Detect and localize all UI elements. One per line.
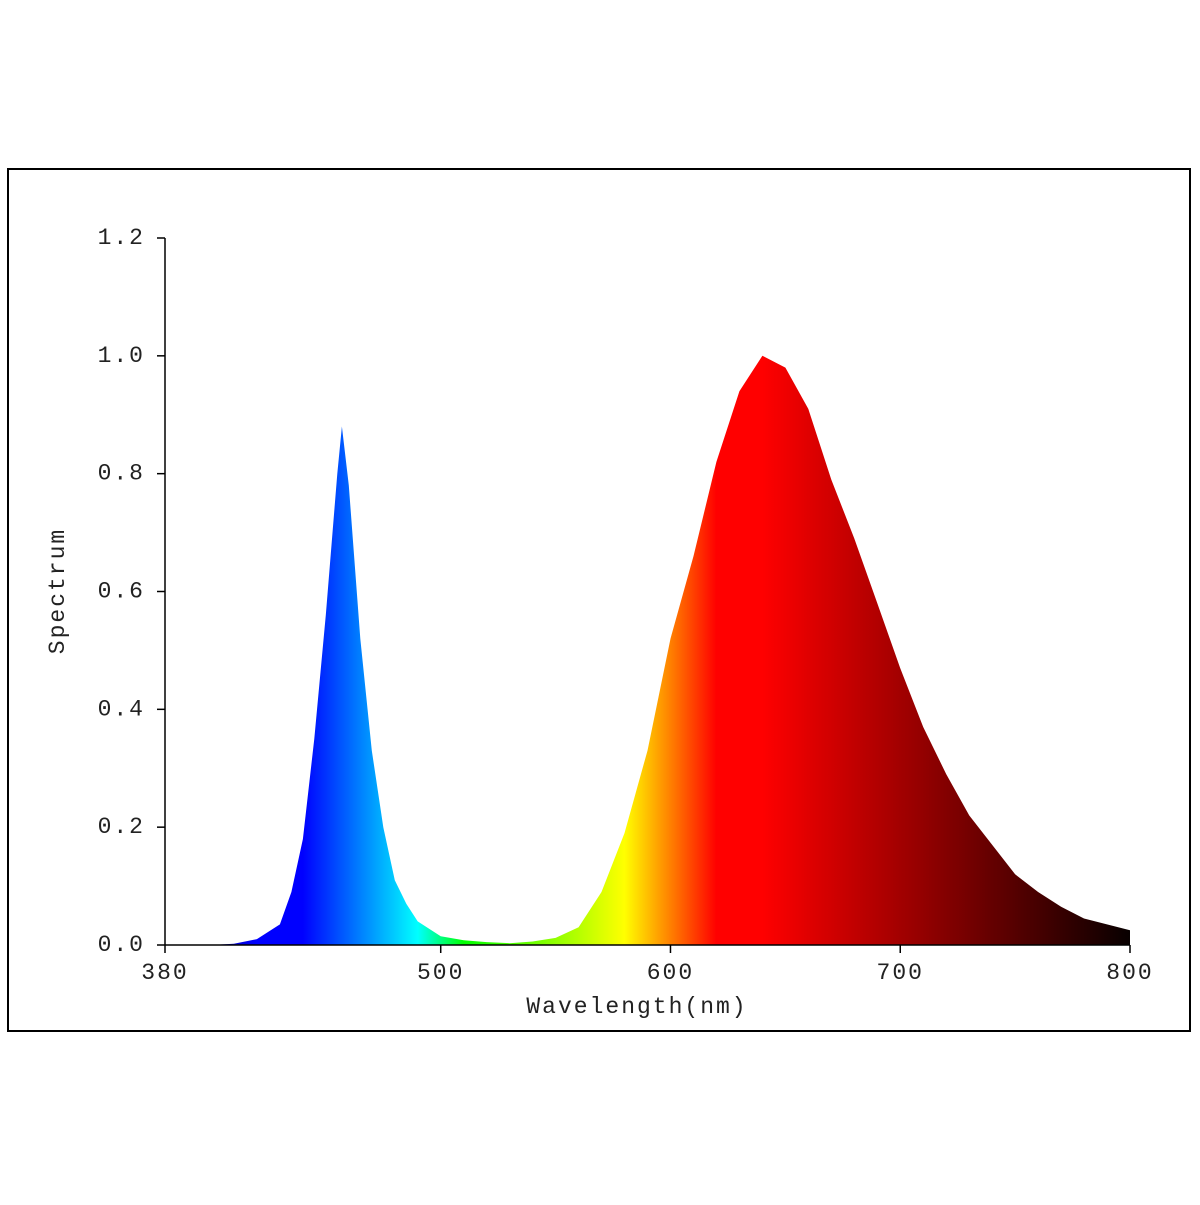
x-tick-label: 380: [141, 960, 188, 986]
y-tick-label: 0.0: [98, 932, 145, 958]
y-tick-label: 0.4: [98, 696, 145, 722]
x-tick-label: 500: [417, 960, 464, 986]
x-tick-label: 700: [877, 960, 924, 986]
y-axis-label: Spectrum: [45, 528, 71, 654]
y-tick-label: 0.8: [98, 461, 145, 487]
spectrum-area: [165, 355, 1130, 945]
x-tick-label: 600: [647, 960, 694, 986]
frame: [7, 168, 1191, 1032]
y-tick-label: 1.0: [98, 343, 145, 369]
y-tick-label: 0.6: [98, 579, 145, 605]
y-tick-label: 0.2: [98, 814, 145, 840]
x-tick-label: 800: [1106, 960, 1153, 986]
x-axis-label: Wavelength(nm): [526, 994, 747, 1020]
y-tick-label: 1.2: [98, 225, 145, 251]
